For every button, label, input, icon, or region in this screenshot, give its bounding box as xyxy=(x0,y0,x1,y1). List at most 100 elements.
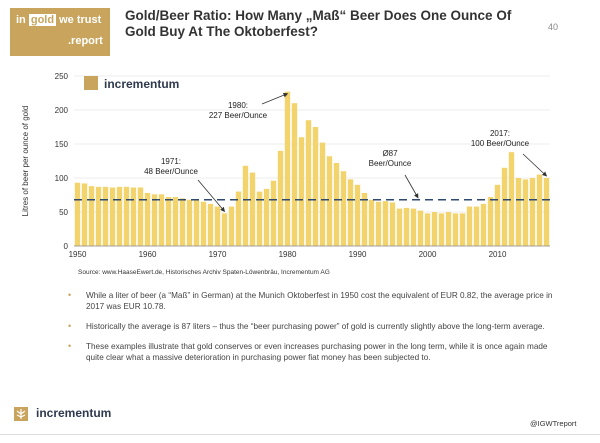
bar xyxy=(256,191,263,246)
y-tick-label: 0 xyxy=(64,242,69,251)
bar xyxy=(410,208,417,246)
bar xyxy=(529,178,536,246)
bar xyxy=(137,187,144,246)
bar xyxy=(354,184,361,246)
annotation-label: Ø87 xyxy=(382,149,398,158)
annotation-arrow xyxy=(197,179,226,212)
bar xyxy=(347,179,354,246)
bar xyxy=(382,201,389,246)
bar xyxy=(431,212,438,246)
y-tick-label: 250 xyxy=(55,72,69,81)
bar xyxy=(466,206,473,246)
incrementum-emblem-icon xyxy=(14,407,28,421)
bar xyxy=(368,199,375,246)
x-tick-label: 1980 xyxy=(279,250,297,259)
bar xyxy=(172,197,179,246)
bar xyxy=(501,167,508,246)
annotation-label: 2017: xyxy=(490,129,510,138)
bullet-dot-icon: • xyxy=(68,290,72,300)
bar xyxy=(424,213,431,246)
bar xyxy=(508,152,515,246)
chart-brand-label: incrementum xyxy=(104,77,179,91)
page-number: 40 xyxy=(548,22,559,32)
bar xyxy=(375,201,382,246)
bar xyxy=(340,171,347,246)
bar xyxy=(74,182,81,246)
bar xyxy=(284,91,291,246)
bar xyxy=(403,207,410,246)
logo-line1: in gold we trust xyxy=(16,14,102,26)
annotation-value: 227 Beer/Ounce xyxy=(209,111,268,120)
bar xyxy=(95,186,102,246)
bar xyxy=(417,210,424,246)
x-tick-label: 2010 xyxy=(489,250,507,259)
bar xyxy=(116,186,123,246)
bar xyxy=(270,180,277,246)
annotation-value: 100 Beer/Ounce xyxy=(471,139,530,148)
bar xyxy=(459,213,466,246)
bullet-item: • These examples illustrate that gold con… xyxy=(68,341,548,362)
bar xyxy=(165,197,172,246)
bar xyxy=(305,120,312,246)
incrementum-emblem-icon xyxy=(84,76,98,90)
y-tick-label: 50 xyxy=(59,208,68,217)
bar xyxy=(109,187,116,246)
bar xyxy=(452,213,459,246)
ingoldwetrust-logo: in gold we trust .report xyxy=(10,8,110,56)
bar xyxy=(361,192,368,246)
y-axis-label: Litres of beer per ounce of gold xyxy=(21,106,30,217)
bar xyxy=(263,188,270,246)
chart-source: Source: www.HaaseEwert.de, Historisches … xyxy=(78,269,330,276)
bar xyxy=(396,208,403,246)
annotation-label: 1971: xyxy=(161,157,181,166)
x-tick-label: 2000 xyxy=(419,250,437,259)
bar xyxy=(235,191,242,246)
annotation-label: 1980: xyxy=(228,101,248,110)
bar xyxy=(207,203,214,246)
y-tick-label: 200 xyxy=(55,106,69,115)
bullet-item: • Historically the average is 87 liters –… xyxy=(68,321,545,331)
x-tick-label: 1950 xyxy=(69,250,87,259)
y-tick-label: 100 xyxy=(55,174,69,183)
footer-brand: incrementum xyxy=(36,406,112,420)
bullet-dot-icon: • xyxy=(68,321,72,331)
x-tick-label: 1960 xyxy=(139,250,157,259)
bar xyxy=(123,186,130,246)
bar xyxy=(200,201,207,246)
x-tick-label: 1970 xyxy=(209,250,227,259)
bar xyxy=(445,212,452,246)
beer-ratio-chart: 0 50 100 150 200 250 1950 1960 1970 1980 1990 2000 2… xyxy=(21,72,550,259)
annotation-arrow xyxy=(522,153,548,177)
bar xyxy=(88,186,95,246)
y-tick-label: 150 xyxy=(55,140,69,149)
bar xyxy=(214,206,221,246)
bullet-dot-icon: • xyxy=(68,341,72,351)
logo-gold-word: gold xyxy=(28,14,57,26)
bar xyxy=(144,192,151,246)
bar xyxy=(487,197,494,246)
bar xyxy=(249,172,256,246)
bar xyxy=(494,184,501,246)
bar xyxy=(473,206,480,246)
bar xyxy=(515,178,522,246)
bar xyxy=(130,187,137,246)
logo-line2: .report xyxy=(68,35,103,47)
bar xyxy=(151,194,158,246)
bar xyxy=(221,213,228,246)
bar xyxy=(543,178,550,246)
bar xyxy=(326,156,333,246)
bar xyxy=(277,150,284,246)
twitter-handle[interactable]: @IGWTreport xyxy=(530,419,577,428)
x-tick-label: 1990 xyxy=(349,250,367,259)
bar xyxy=(228,206,235,246)
bar xyxy=(291,103,298,246)
annotation-value: 48 Beer/Ounce xyxy=(144,167,198,176)
incrementum-chart-logo xyxy=(84,76,98,90)
annotation-value: Beer/Ounce xyxy=(369,159,412,168)
bullet-item: • While a liter of beer (a “Maß” in Germa… xyxy=(68,290,553,311)
bar xyxy=(179,198,186,246)
bar xyxy=(522,179,529,246)
bar xyxy=(438,213,445,246)
bullet-list: • While a liter of beer (a “Maß” in Germa… xyxy=(68,290,558,372)
bar xyxy=(312,127,319,246)
